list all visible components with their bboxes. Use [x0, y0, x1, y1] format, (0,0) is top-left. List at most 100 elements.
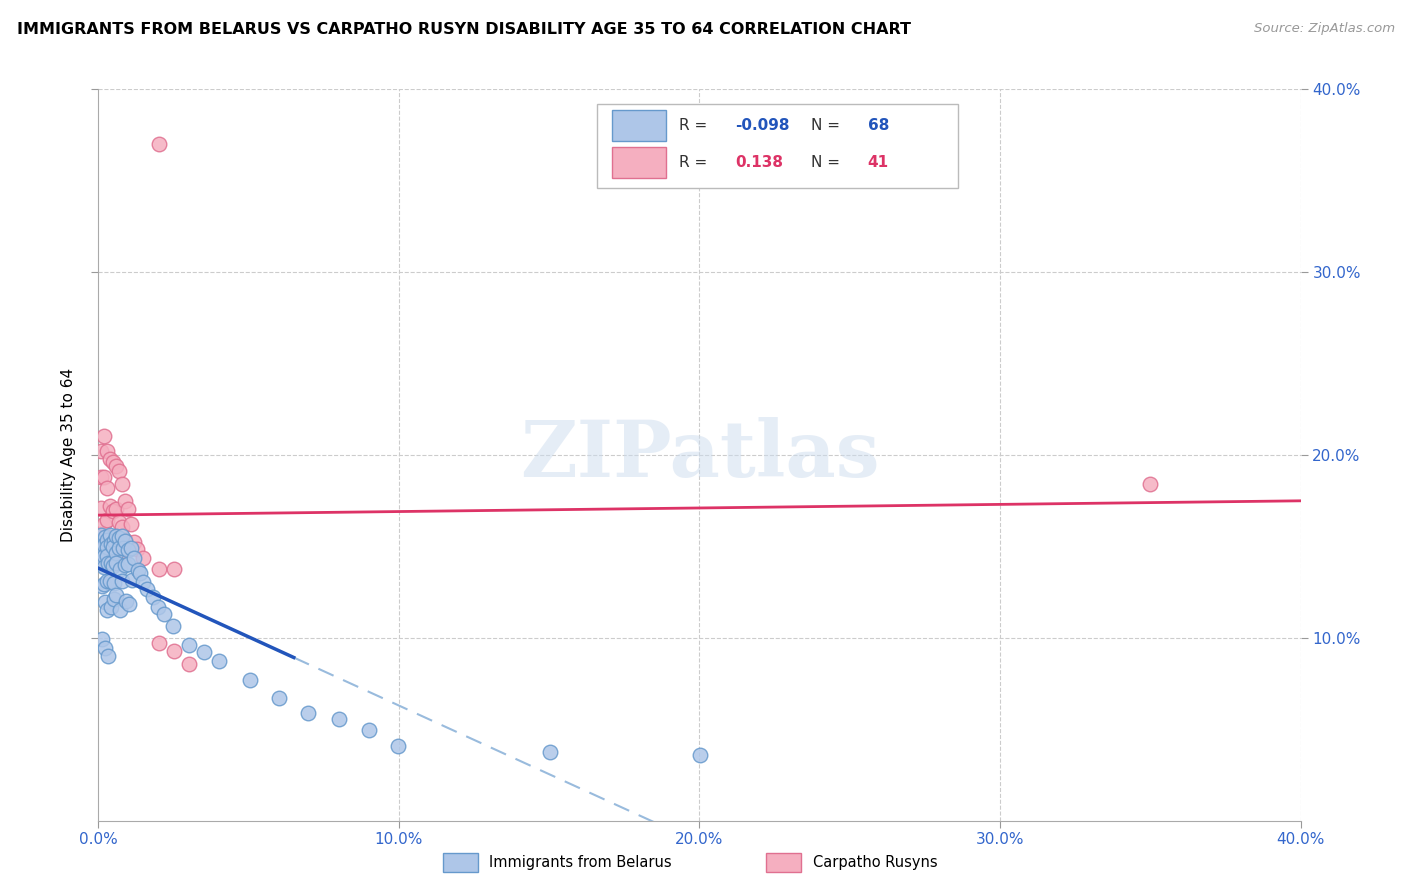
Point: [148, 636, 170, 650]
Point: [93, 554, 115, 568]
Point: [104, 545, 127, 559]
Point: [98, 528, 121, 542]
Point: [98, 574, 121, 588]
Point: [100, 499, 122, 513]
Y-axis label: Disability Age 35 to 64: Disability Age 35 to 64: [60, 368, 76, 542]
Point: [90, 526, 112, 541]
Point: [118, 597, 141, 611]
Text: 0.138: 0.138: [735, 154, 783, 169]
Point: [90, 470, 112, 484]
Point: [132, 550, 155, 565]
FancyBboxPatch shape: [612, 110, 666, 141]
Point: [111, 528, 134, 542]
Point: [121, 516, 143, 531]
Point: [103, 503, 125, 517]
Point: [103, 533, 125, 548]
Text: R =: R =: [679, 154, 713, 169]
Text: ZIPatlas: ZIPatlas: [520, 417, 879, 493]
Point: [90, 579, 112, 593]
Point: [111, 574, 134, 588]
Text: N =: N =: [811, 118, 845, 133]
Text: Carpatho Rusyns: Carpatho Rusyns: [813, 855, 938, 870]
Point: [387, 739, 409, 753]
Point: [114, 558, 136, 573]
Point: [96, 574, 118, 588]
Point: [127, 541, 149, 556]
Point: [193, 645, 215, 659]
Point: [100, 557, 122, 571]
Point: [90, 527, 112, 541]
Point: [97, 649, 120, 664]
Point: [96, 513, 118, 527]
Point: [117, 542, 139, 557]
Point: [297, 706, 319, 721]
Point: [94, 595, 117, 609]
Point: [162, 562, 184, 576]
Point: [96, 549, 118, 563]
Point: [103, 559, 125, 574]
Point: [96, 540, 118, 554]
Point: [148, 136, 170, 151]
Point: [108, 531, 131, 545]
FancyBboxPatch shape: [612, 147, 666, 178]
Point: [108, 602, 131, 616]
Point: [97, 556, 120, 570]
Point: [111, 477, 134, 491]
Point: [129, 566, 152, 580]
Point: [91, 632, 114, 647]
Point: [93, 549, 115, 563]
Point: [103, 455, 125, 469]
Point: [108, 549, 131, 563]
Point: [93, 531, 115, 545]
Point: [101, 541, 124, 555]
Text: R =: R =: [679, 118, 713, 133]
Point: [96, 533, 118, 547]
Point: [114, 533, 136, 548]
Point: [105, 534, 128, 549]
Text: -0.098: -0.098: [735, 118, 790, 133]
Point: [90, 543, 112, 558]
Point: [94, 641, 117, 656]
Point: [120, 541, 142, 555]
Point: [142, 590, 165, 604]
Point: [108, 515, 131, 529]
Point: [103, 540, 125, 554]
Point: [105, 501, 128, 516]
Point: [96, 443, 118, 458]
Point: [208, 654, 231, 668]
Point: [148, 562, 170, 576]
Point: [100, 530, 122, 544]
Point: [148, 600, 170, 615]
Point: [328, 712, 350, 726]
Point: [93, 516, 115, 531]
Point: [100, 451, 122, 466]
Point: [122, 551, 145, 566]
Point: [96, 603, 118, 617]
Point: [93, 538, 115, 552]
FancyBboxPatch shape: [598, 103, 957, 188]
Point: [93, 560, 115, 574]
Text: Immigrants from Belarus: Immigrants from Belarus: [489, 855, 672, 870]
Point: [124, 535, 146, 549]
Point: [238, 673, 260, 687]
Point: [108, 541, 131, 555]
Point: [114, 533, 136, 547]
Point: [90, 500, 112, 515]
Point: [103, 592, 125, 607]
Point: [132, 574, 155, 589]
Point: [103, 576, 125, 591]
Text: N =: N =: [811, 154, 845, 169]
Point: [117, 541, 139, 556]
Point: [267, 690, 290, 705]
Point: [105, 458, 128, 473]
Point: [162, 619, 184, 633]
Point: [105, 557, 128, 571]
Point: [90, 444, 112, 458]
Point: [111, 520, 134, 534]
Point: [100, 600, 122, 615]
Point: [689, 747, 711, 762]
Text: IMMIGRANTS FROM BELARUS VS CARPATHO RUSYN DISABILITY AGE 35 TO 64 CORRELATION CH: IMMIGRANTS FROM BELARUS VS CARPATHO RUSY…: [17, 22, 911, 37]
Point: [100, 536, 122, 550]
Point: [93, 470, 115, 484]
Point: [114, 494, 136, 508]
